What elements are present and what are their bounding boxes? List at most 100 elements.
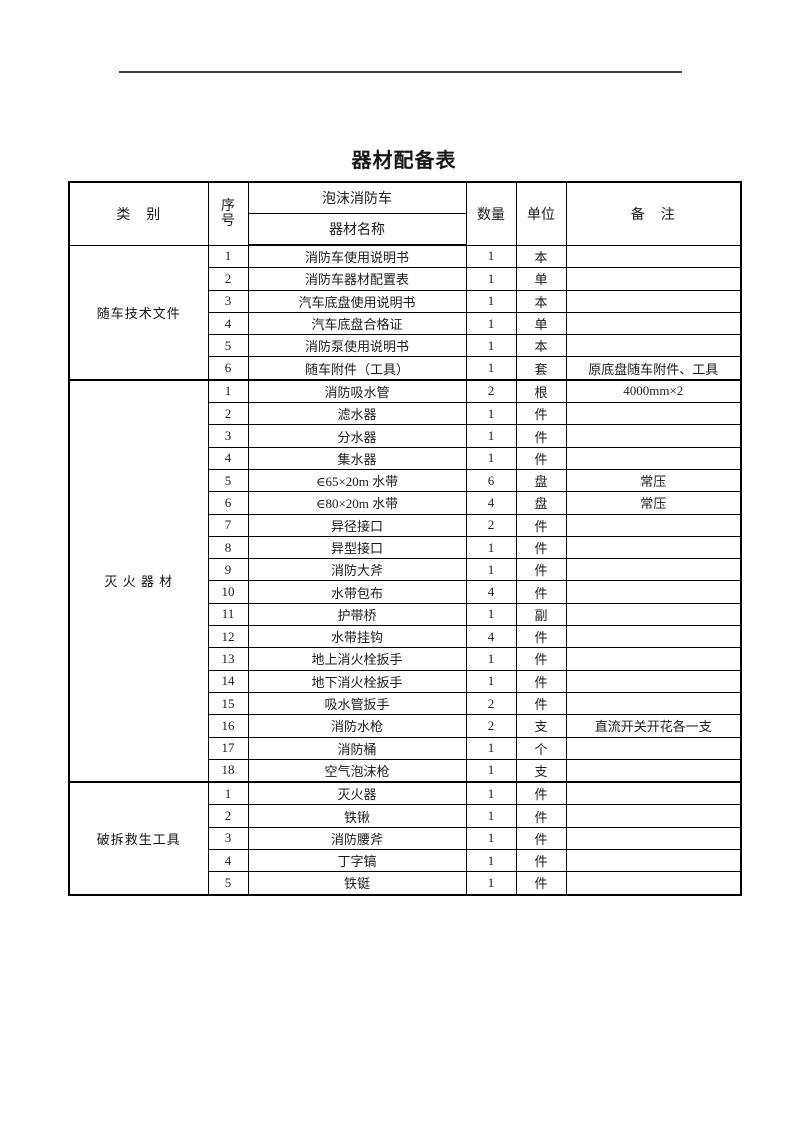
name-cell: 异型接口 [247, 535, 467, 560]
qty-cell: 1 [465, 446, 517, 470]
unit-cell: 个 [515, 736, 567, 760]
name-cell: 汽车底盘合格证 [247, 311, 467, 336]
header-row-bottom: 器材名称 [69, 213, 741, 246]
qty-cell: 1 [465, 647, 517, 671]
name-cell: 滤水器 [247, 402, 467, 426]
name-cell: 集水器 [247, 446, 467, 470]
remark-cell [565, 781, 742, 806]
category-cell: 随车技术文件 [68, 244, 209, 381]
name-cell: 消防水枪 [247, 714, 467, 738]
qty-cell: 1 [465, 758, 517, 783]
qty-cell: 1 [465, 289, 517, 313]
name-cell: 汽车底盘使用说明书 [247, 289, 467, 313]
remark-cell [565, 691, 742, 716]
serial-cell: 6 [207, 491, 249, 515]
table-row: 7 异径接口 2 件 [69, 513, 742, 537]
name-cell: 分水器 [247, 424, 467, 448]
name-cell: 铁铤 [247, 871, 467, 896]
header-serial-top: 序 [221, 198, 235, 214]
header-remarks: 备 注 [565, 181, 742, 246]
qty-cell: 1 [465, 602, 517, 627]
table-row: 6 随车附件（工具） 1 套原底盘随车附件、工具 [69, 356, 742, 381]
category-cell: 破拆救生工具 [68, 781, 209, 896]
table-row: 3 汽车底盘使用说明书 1 本 [69, 289, 742, 313]
remark-cell [565, 402, 742, 426]
unit-cell: 件 [515, 804, 567, 828]
table-row: 随车技术文件 1 消防车使用说明书 1 本 [68, 244, 742, 381]
qty-cell: 4 [465, 491, 517, 515]
serial-cell: 18 [207, 758, 249, 783]
table-row: 17 消防桶 1 个 [69, 736, 742, 760]
remark-cell: 原底盘随车附件、工具 [565, 356, 742, 381]
table-row: 11 护带桥 1 副 [69, 602, 742, 627]
unit-cell: 件 [515, 647, 567, 671]
qty-cell: 1 [465, 244, 517, 269]
remark-cell [565, 849, 742, 873]
remark-cell: 直流开关开花各一支 [565, 714, 742, 738]
qty-cell: 1 [465, 334, 517, 358]
table-row: 灭 火 器 材 1 消防吸水管 2 根 4000mm×2 [68, 378, 742, 783]
serial-cell: 10 [207, 580, 249, 604]
unit-cell: 单 [515, 311, 567, 336]
serial-cell: 1 [207, 378, 249, 404]
remark-cell: 常压 [565, 468, 742, 493]
header-vehicle-type: 泡沫消防车 [247, 181, 467, 214]
remark-cell [565, 804, 742, 828]
equipment-table-body: 随车技术文件 1 消防车使用说明书 1 本 2 消防车器材配置表 1 单 3 汽车底盘使用说明书 1 本… [68, 244, 742, 896]
table-row: 13 地上消火栓扳手 1 件 [69, 647, 742, 671]
header-quantity: 数量 [465, 181, 517, 246]
unit-cell: 支 [515, 714, 567, 738]
serial-cell: 13 [207, 647, 249, 671]
name-cell: 消防车器材配置表 [247, 267, 467, 291]
qty-cell: 2 [465, 378, 517, 404]
header-row-top: 类 别 序 号 泡沫消防车 数量 单位 备 注 [68, 181, 742, 246]
qty-cell: 1 [465, 849, 517, 873]
remark-cell [565, 647, 742, 671]
remark-cell [565, 424, 742, 448]
qty-cell: 1 [465, 356, 517, 381]
table-row: 4 丁字镐 1 件 [69, 849, 742, 873]
remark-cell [565, 558, 742, 582]
qty-cell: 1 [465, 535, 517, 560]
unit-cell: 盘 [515, 468, 567, 493]
qty-cell: 1 [465, 424, 517, 448]
qty-cell: 2 [465, 691, 517, 716]
unit-cell: 件 [515, 669, 567, 693]
unit-cell: 件 [515, 691, 567, 716]
name-cell: 消防吸水管 [247, 378, 467, 404]
page-header-rule [119, 71, 682, 73]
name-cell: 水带包布 [247, 580, 467, 604]
name-cell: 铁锹 [247, 804, 467, 828]
page-title: 器材配备表 [351, 150, 457, 172]
name-cell: 消防车使用说明书 [247, 244, 467, 269]
remark-cell [565, 625, 742, 649]
serial-cell: 3 [207, 826, 249, 851]
category-cell: 灭 火 器 材 [68, 378, 209, 783]
table-row: 16 消防水枪 2 支直流开关开花各一支 [69, 714, 742, 738]
table-row: 5 铁铤 1 件 [69, 871, 742, 896]
remark-cell: 4000mm×2 [565, 378, 742, 404]
qty-cell: 1 [465, 736, 517, 760]
qty-cell: 1 [465, 558, 517, 582]
serial-cell: 12 [207, 625, 249, 649]
unit-cell: 本 [515, 334, 567, 358]
name-cell: ∈65×20m 水带 [247, 468, 467, 493]
name-cell: 消防桶 [247, 736, 467, 760]
remark-cell [565, 826, 742, 851]
remark-cell [565, 244, 742, 269]
unit-cell: 件 [515, 849, 567, 873]
unit-cell: 件 [515, 535, 567, 560]
unit-cell: 本 [515, 244, 567, 269]
qty-cell: 1 [465, 804, 517, 828]
serial-cell: 11 [207, 602, 249, 627]
qty-cell: 1 [465, 669, 517, 693]
name-cell: 水带挂钩 [247, 625, 467, 649]
name-cell: 吸水管扳手 [247, 691, 467, 716]
serial-cell: 5 [207, 334, 249, 358]
serial-cell: 2 [207, 804, 249, 828]
serial-cell: 8 [207, 535, 249, 560]
table-row: 9 消防大斧 1 件 [69, 558, 742, 582]
remark-cell [565, 311, 742, 336]
qty-cell: 2 [465, 714, 517, 738]
